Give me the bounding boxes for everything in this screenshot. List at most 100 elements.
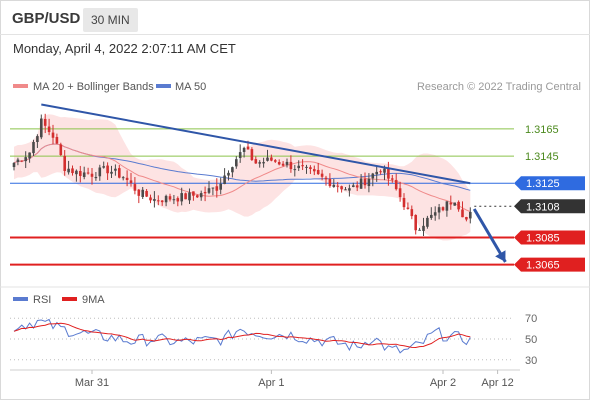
candle-body [394,179,398,190]
candle-body [82,172,86,178]
candle-body [363,178,367,186]
candle-body [270,157,273,161]
candle-body [332,184,336,187]
candle-body [192,191,195,196]
x-tick-label: Apr 12 [481,377,513,389]
candle-body [406,207,410,209]
candle-body [98,167,102,177]
candle-body [336,185,339,187]
level-label-1.3145: 1.3145 [525,151,559,163]
candle-body [79,170,82,176]
candle-body [305,166,308,168]
price-tag-1.3085 [514,230,585,245]
candle-body [24,157,27,162]
candle-body [168,196,172,200]
candle-body [43,118,47,126]
candle-body [184,193,187,200]
candle-body [102,166,105,168]
candle-body [437,207,441,213]
candle-body [199,193,203,198]
candle-body [211,187,215,189]
candle-body [207,188,211,193]
candle-body [410,209,414,217]
moving-averages [13,143,471,213]
bollinger-band-area [14,114,471,241]
candle-body [125,177,129,181]
candle-body [86,172,90,174]
candle-body [129,180,133,183]
candle-body [348,188,351,191]
candle-body [176,198,180,202]
candle-body [28,152,31,159]
candle-body [32,141,35,154]
chart-header: GBP/USD 30 MIN [1,1,589,35]
candle-body [414,215,417,231]
candle-body [121,177,125,179]
candle-body [203,191,207,194]
candle-body [289,161,293,170]
candle-body [106,165,109,174]
candle-body [340,186,343,190]
candle-body [309,167,312,169]
candle-body [157,200,160,202]
candle-body [180,193,183,202]
candle-body [141,189,144,197]
candle-body [352,185,355,187]
candle-body [293,169,297,171]
candle-body [188,192,191,201]
candle-body [461,209,464,218]
price-tag-1.3065 [514,257,585,272]
candle-body [110,171,113,174]
rsi-panel: 70 50 30 [10,313,537,367]
candle-body [114,168,117,171]
candle-body [433,212,437,216]
price-tag-1.3125 [514,176,585,191]
rsi-tick-label: 30 [525,355,537,367]
candle-body [118,168,121,178]
candle-body [426,217,429,227]
candle-body [137,189,141,196]
candle-body [153,199,156,201]
interval-button[interactable]: 30 MIN [83,8,138,32]
candle-body [67,168,70,173]
candle-body [281,163,285,166]
candle-body [383,168,386,173]
candle-body [402,197,406,208]
candle-body [231,167,234,173]
candle-body [242,147,246,152]
price-tag-text-1.3125: 1.3125 [526,178,560,190]
candle-body [398,188,402,198]
candle-body [449,202,453,205]
x-tick-label: Apr 1 [258,377,284,389]
candle-body [196,195,199,198]
candle-body [441,207,445,211]
candle-body [55,136,59,144]
candle-body [71,168,74,174]
candle-body [160,200,164,203]
candle-body [227,172,230,176]
candle-body [418,229,421,231]
timestamp: Monday, April 4, 2022 2:07:11 AM CET [13,41,236,56]
candle-body [12,162,16,168]
forecast-arrow-head [495,250,506,262]
candle-body [246,146,250,150]
candle-body [172,199,176,201]
price-tag-text-1.3085: 1.3085 [526,233,560,245]
candle-body [20,160,24,162]
candle-body [145,190,148,197]
candle-body [235,159,238,167]
candle-body [375,171,378,175]
candle-body [316,169,320,175]
level-label-1.3165: 1.3165 [525,124,559,136]
candle-body [277,162,281,165]
candle-body [51,132,55,138]
candle-body [320,173,324,177]
candle-body [149,197,152,201]
trendline-layer [41,103,507,263]
candle-body [379,171,382,173]
candle-body [328,178,332,187]
price-labels: 1.3165 1.3145 1.3125 1.3108 1.3085 1.3065 [514,124,585,272]
candle-body [36,136,39,143]
candle-body [75,170,78,175]
